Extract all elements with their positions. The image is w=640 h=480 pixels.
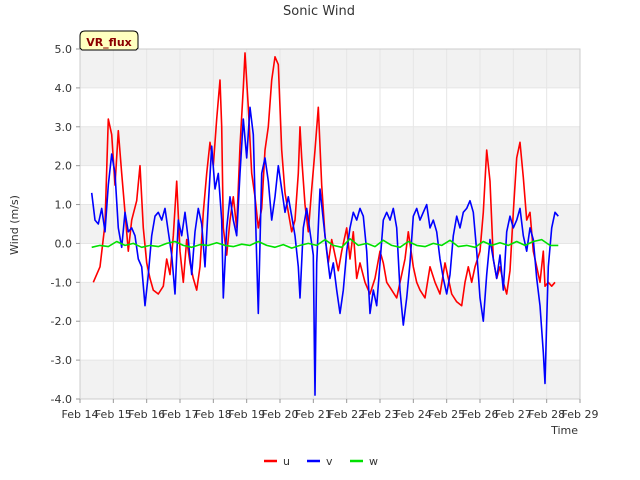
grid-band (80, 204, 580, 244)
x-tick-label: Feb 21 (295, 408, 332, 421)
badge: VR_flux (79, 30, 139, 51)
y-tick-label: 1.0 (55, 199, 73, 212)
x-tick-label: Feb 17 (162, 408, 199, 421)
x-tick-label: Feb 26 (462, 408, 499, 421)
legend-label-w: w (369, 455, 378, 468)
y-tick-label: 4.0 (55, 82, 73, 95)
grid-band (80, 126, 580, 166)
legend: u v w (264, 455, 378, 468)
grid-band (80, 282, 580, 322)
series-line-v (90, 106, 559, 396)
series-line-w (91, 238, 559, 249)
x-tick-label: Feb 18 (195, 408, 232, 421)
x-tick-label: Feb 29 (562, 408, 599, 421)
y-tick-label: -4.0 (51, 393, 72, 406)
series-line-u (92, 52, 556, 307)
badge-text: VR_flux (86, 36, 132, 49)
x-tick-label: Feb 14 (62, 408, 99, 421)
x-tick-label: Feb 25 (428, 408, 465, 421)
x-tick-label: Feb 23 (362, 408, 399, 421)
y-tick-label: 0.0 (55, 237, 73, 250)
x-tick-label: Feb 19 (228, 408, 265, 421)
y-tick-label: -1.0 (51, 276, 72, 289)
series-layer (90, 52, 559, 396)
y-tick-label: -2.0 (51, 315, 72, 328)
grid-band (80, 49, 580, 88)
x-tick-label: Feb 20 (262, 408, 299, 421)
plot-area (80, 49, 580, 399)
legend-label-u: u (283, 455, 290, 468)
y-axis-label: Wind (m/s) (8, 195, 21, 255)
x-axis-label: Time (550, 424, 578, 437)
chart-title: Sonic Wind (283, 4, 355, 19)
x-tick-label: Feb 15 (95, 408, 132, 421)
y-tick-label: 3.0 (55, 121, 73, 134)
plot-border (79, 48, 581, 400)
x-tick-label: Feb 27 (495, 408, 532, 421)
grid-band (80, 360, 580, 399)
y-tick-label: -3.0 (51, 354, 72, 367)
x-tick-label: Feb 28 (528, 408, 565, 421)
legend-label-v: v (326, 455, 333, 468)
x-tick-label: Feb 22 (328, 408, 365, 421)
x-tick-label: Feb 24 (395, 408, 432, 421)
y-tick-label: 5.0 (55, 43, 73, 56)
x-tick-label: Feb 16 (128, 408, 165, 421)
y-tick-label: 2.0 (55, 160, 73, 173)
